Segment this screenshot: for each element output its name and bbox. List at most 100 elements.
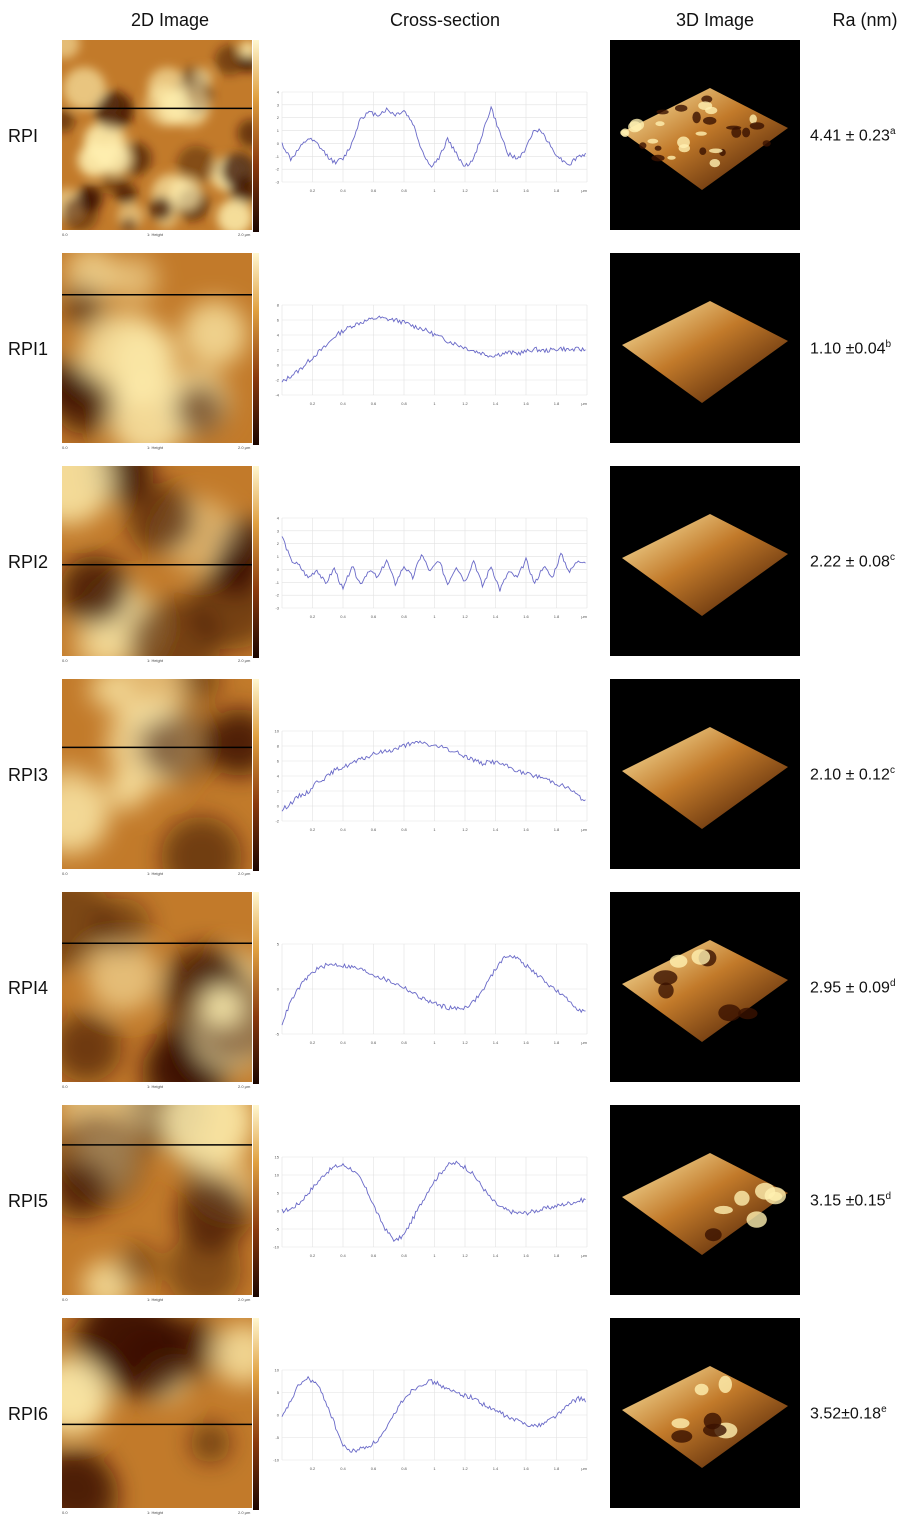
x-tick-label: 1 bbox=[433, 401, 436, 406]
y-tick-label: -1 bbox=[275, 154, 279, 159]
x-tick-label: 1.6 bbox=[523, 614, 529, 619]
afm-3d-image bbox=[610, 40, 800, 230]
y-tick-label: 8 bbox=[277, 303, 280, 308]
x-unit-label: μm bbox=[581, 827, 587, 832]
axis-label-mid: 1: Height bbox=[147, 658, 164, 663]
afm-2d-image bbox=[62, 679, 252, 869]
y-tick-label: 4 bbox=[277, 333, 280, 338]
surface-peak bbox=[639, 142, 647, 149]
axis-label-left: 0.0 bbox=[62, 1297, 68, 1302]
surface-peak bbox=[669, 954, 688, 968]
x-tick-label: 1 bbox=[433, 1466, 436, 1471]
x-unit-label: μm bbox=[581, 614, 587, 619]
surface-peak bbox=[621, 128, 630, 137]
afm-3d-image bbox=[610, 1105, 800, 1295]
surface-peak bbox=[746, 1211, 767, 1228]
y-tick-label: 1 bbox=[277, 128, 280, 133]
y-tick-label: 0 bbox=[277, 567, 280, 572]
surface-peak bbox=[762, 140, 771, 147]
surface-peak bbox=[667, 155, 676, 160]
sample-row: RPI6 0.0 1: Height 2.0 μm 10 5 0 -5 -10 0.2 0.4 0.6… bbox=[0, 1318, 915, 1531]
afm-2d-surface bbox=[62, 1318, 252, 1508]
surface-peak bbox=[694, 1383, 709, 1396]
axis-label-mid: 1: Height bbox=[147, 1510, 164, 1515]
y-tick-label: 2 bbox=[277, 789, 280, 794]
axis-label-left: 0.0 bbox=[62, 1510, 68, 1515]
x-tick-label: 1 bbox=[433, 188, 436, 193]
surface-peak bbox=[655, 121, 665, 127]
y-tick-label: 0 bbox=[277, 1209, 280, 1214]
x-unit-label: μm bbox=[581, 1253, 587, 1258]
x-tick-label: 1.2 bbox=[462, 188, 468, 193]
cross-section-plot: 15 10 5 0 -5 -10 0.2 0.4 0.6 0.8 1 1.2 1.4 1.6 1.8 μm bbox=[273, 1155, 587, 1259]
x-tick-label: 0.8 bbox=[401, 1253, 407, 1258]
sample-row: RPI1 0.0 1: Height 2.0 μm 8 6 4 2 0 -2 -4 0.2 0.4 0.6… bbox=[0, 253, 915, 466]
surface-peak bbox=[738, 1007, 758, 1020]
header-2d-image: 2D Image bbox=[130, 10, 210, 30]
surface-peak bbox=[731, 127, 742, 138]
ra-number: 2.10 ± 0.12 bbox=[810, 766, 890, 784]
surface-peak bbox=[653, 970, 678, 986]
y-tick-label: 4 bbox=[277, 90, 280, 95]
y-tick-label: 2 bbox=[277, 115, 280, 120]
sample-label: RPI2 bbox=[8, 552, 49, 572]
x-tick-label: 0.6 bbox=[371, 1466, 377, 1471]
header-cross-section: Cross-section bbox=[389, 10, 501, 30]
sample-row: RPI5 0.0 1: Height 2.0 μm 15 10 5 0 -5 -10 0.2 0.4 0… bbox=[0, 1105, 915, 1318]
x-tick-label: 0.2 bbox=[310, 401, 316, 406]
x-tick-label: 1.8 bbox=[554, 1040, 560, 1045]
surface-peak bbox=[768, 1191, 783, 1201]
y-tick-label: 10 bbox=[275, 729, 280, 734]
y-tick-label: 3 bbox=[277, 102, 280, 107]
height-profile-line bbox=[281, 1160, 586, 1242]
ra-value: 1.10 ±0.04b bbox=[810, 339, 891, 358]
surface-peak bbox=[691, 949, 711, 965]
x-tick-label: 0.2 bbox=[310, 827, 316, 832]
y-tick-label: -4 bbox=[275, 393, 279, 398]
surface-peak bbox=[671, 1430, 693, 1443]
afm-2d-surface bbox=[62, 1105, 252, 1295]
sample-label: RPI4 bbox=[8, 978, 49, 998]
x-tick-label: 1.8 bbox=[554, 1466, 560, 1471]
axis-label-right: 2.0 μm bbox=[238, 1084, 251, 1089]
x-tick-label: 1.8 bbox=[554, 827, 560, 832]
height-profile-line bbox=[281, 1375, 586, 1453]
surface-peak bbox=[628, 121, 642, 133]
surface-peak bbox=[709, 159, 721, 168]
surface-peak bbox=[692, 111, 701, 124]
x-tick-label: 1 bbox=[433, 1253, 436, 1258]
surface-peak bbox=[698, 101, 713, 110]
height-profile-line bbox=[281, 105, 586, 168]
afm-2d-surface bbox=[62, 253, 252, 443]
header-3d-image: 3D Image bbox=[675, 10, 755, 30]
axis-label-mid: 1: Height bbox=[147, 871, 164, 876]
afm-3d-surface bbox=[622, 1366, 788, 1468]
y-tick-label: -5 bbox=[275, 1227, 279, 1232]
y-tick-label: -3 bbox=[275, 606, 279, 611]
y-tick-label: 2 bbox=[277, 348, 280, 353]
sample-row: RPI2 0.0 1: Height 2.0 μm 4 3 2 1 0 -1 -2 -3 0.2 0.4 0… bbox=[0, 466, 915, 679]
afm-3d-surface bbox=[620, 88, 788, 190]
surface-peak bbox=[714, 1205, 733, 1215]
x-tick-label: 0.6 bbox=[371, 401, 377, 406]
ra-value: 3.52±0.18e bbox=[810, 1404, 887, 1423]
ra-significance-letter: c bbox=[889, 765, 895, 776]
sample-label: RPI6 bbox=[8, 1404, 49, 1424]
ra-significance-letter: b bbox=[885, 339, 892, 350]
axis-label-right: 2.0 μm bbox=[238, 232, 251, 237]
afm-3d-surface bbox=[622, 940, 788, 1042]
height-colorbar bbox=[253, 1105, 259, 1297]
surface-peak bbox=[734, 1190, 750, 1206]
y-tick-label: 2 bbox=[277, 541, 280, 546]
surface-peak bbox=[749, 114, 757, 124]
surface-peak bbox=[675, 104, 688, 112]
cross-section-plot: 8 6 4 2 0 -2 -4 0.2 0.4 0.6 0.8 1 1.2 1.4 1.6 1.8 μm bbox=[275, 303, 587, 407]
afm-3d-image bbox=[610, 1318, 800, 1508]
x-tick-label: 1.4 bbox=[493, 1466, 499, 1471]
x-tick-label: 0.6 bbox=[371, 614, 377, 619]
axis-label-mid: 1: Height bbox=[147, 1084, 164, 1089]
y-tick-label: 6 bbox=[277, 759, 280, 764]
sample-row: RPI 0.0 1: Height 2.0 μm 4 3 2 1 0 -1 -2 -3 0.2 0.4 0.… bbox=[0, 40, 915, 253]
height-colorbar bbox=[253, 40, 259, 232]
x-tick-label: 1.2 bbox=[462, 401, 468, 406]
